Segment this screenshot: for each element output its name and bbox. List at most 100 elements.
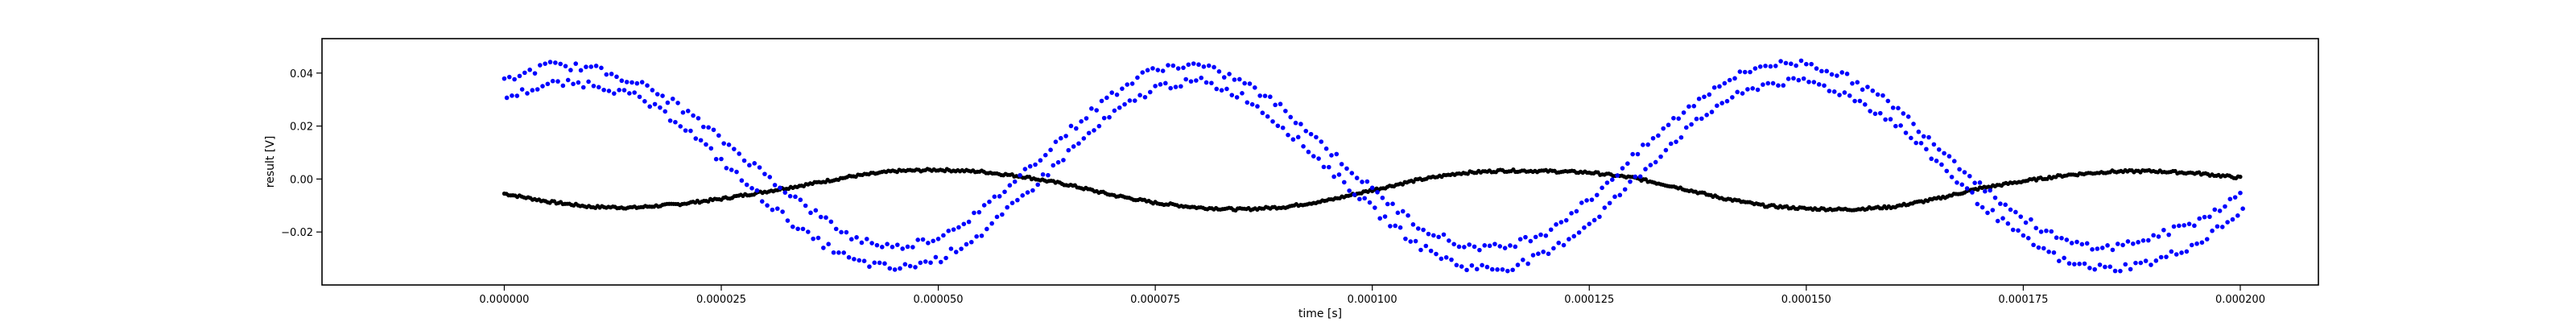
data-point-blue (593, 64, 599, 68)
data-point-blue (1645, 142, 1651, 147)
data-point-blue (1436, 234, 1441, 240)
data-point-blue (1232, 77, 1237, 82)
data-point-blue (2044, 228, 2049, 233)
data-point-blue (1622, 187, 1628, 192)
data-point-blue (1612, 194, 1617, 200)
data-point-blue (1839, 70, 1845, 75)
data-point-blue (1186, 62, 1191, 68)
data-point-blue (1998, 201, 2003, 206)
data-point-blue (1311, 154, 1316, 159)
data-point-blue (928, 260, 933, 266)
data-point-blue (1755, 87, 1761, 93)
data-point-blue (2227, 196, 2233, 202)
data-point-blue (1347, 188, 1352, 193)
data-point-blue (568, 68, 573, 72)
data-point-blue (1513, 244, 1518, 250)
data-point-blue (1949, 175, 1955, 180)
data-point-blue (1829, 72, 1835, 77)
data-point-blue (563, 64, 568, 68)
x-tick-label: 0.000050 (914, 294, 964, 306)
x-tick-label: 0.000150 (1781, 294, 1831, 306)
data-point-blue (1474, 266, 1480, 272)
data-point-blue (1495, 267, 1500, 272)
data-point-blue (898, 266, 902, 271)
data-point-blue (790, 224, 795, 229)
data-point-blue (706, 125, 711, 130)
data-point-blue (1042, 152, 1048, 158)
data-point-blue (1203, 80, 1209, 85)
data-point-blue (1344, 166, 1349, 171)
data-point-blue (857, 258, 862, 263)
data-point-blue (637, 94, 642, 100)
data-point-blue (1155, 68, 1161, 72)
data-point-blue (1166, 63, 1170, 68)
data-point-blue (1763, 64, 1768, 68)
data-point-blue (1020, 193, 1026, 198)
data-point-blue (1584, 198, 1589, 203)
data-point-blue (1737, 69, 1743, 74)
data-point-blue (1819, 68, 1824, 74)
data-point-blue (729, 167, 734, 172)
data-point-blue (1768, 64, 1773, 69)
data-point-blue (754, 188, 760, 193)
data-point-blue (1283, 109, 1288, 114)
data-point-blue (619, 78, 625, 84)
data-point-blue (941, 233, 946, 238)
data-point-blue (1388, 224, 1393, 229)
data-point-blue (1707, 92, 1712, 97)
data-point-blue (974, 233, 979, 239)
data-point-blue (1715, 103, 1719, 109)
data-point-blue (1447, 238, 1451, 243)
data-point-blue (1988, 188, 1992, 193)
data-point-blue (841, 250, 847, 255)
data-point-blue (1806, 79, 1811, 85)
data-point-blue (1671, 115, 1676, 121)
data-point-blue (1837, 93, 1842, 97)
data-point-blue (1628, 179, 1633, 184)
data-point-blue (711, 127, 716, 133)
data-point-blue (652, 101, 658, 107)
data-point-blue (1140, 70, 1146, 75)
data-point-blue (874, 242, 880, 248)
data-point-blue (2204, 237, 2210, 242)
data-point-blue (818, 214, 824, 220)
data-point-blue (1033, 162, 1038, 167)
data-point-blue (2210, 228, 2215, 233)
data-point-blue (2013, 209, 2018, 215)
data-point-blue (1979, 204, 1985, 210)
data-point-blue (1112, 108, 1117, 114)
data-point-blue (2171, 224, 2177, 229)
data-point-blue (1286, 132, 1290, 138)
data-point-blue (1983, 188, 1988, 194)
data-point-blue (1253, 85, 1257, 90)
data-point-blue (1885, 98, 1891, 104)
data-point-blue (1962, 170, 1967, 175)
data-point-blue (2023, 220, 2029, 225)
data-point-blue (1081, 136, 1087, 141)
data-point-blue (683, 128, 688, 133)
data-point-blue (956, 225, 961, 230)
data-point-blue (961, 221, 967, 227)
data-point-blue (800, 226, 806, 232)
data-point-blue (1916, 129, 1922, 134)
data-point-blue (1492, 242, 1497, 246)
data-point-blue (2223, 204, 2227, 209)
data-point-blue (826, 242, 831, 246)
data-point-blue (1293, 120, 1298, 126)
data-point-blue (2174, 252, 2179, 257)
data-point-blue (724, 166, 729, 171)
data-point-blue (981, 203, 987, 208)
data-point-blue (1674, 139, 1678, 144)
data-point-blue (1809, 61, 1814, 67)
data-point-blue (1694, 116, 1699, 122)
data-point-blue (1770, 80, 1776, 86)
data-point-blue (1773, 64, 1778, 68)
data-point-blue (759, 199, 765, 204)
data-point-blue (1653, 159, 1658, 165)
data-point-blue (1500, 266, 1505, 272)
data-point-blue (734, 169, 739, 175)
data-point-blue (2064, 237, 2070, 242)
data-point-blue (512, 76, 517, 82)
data-point-blue (985, 226, 989, 232)
